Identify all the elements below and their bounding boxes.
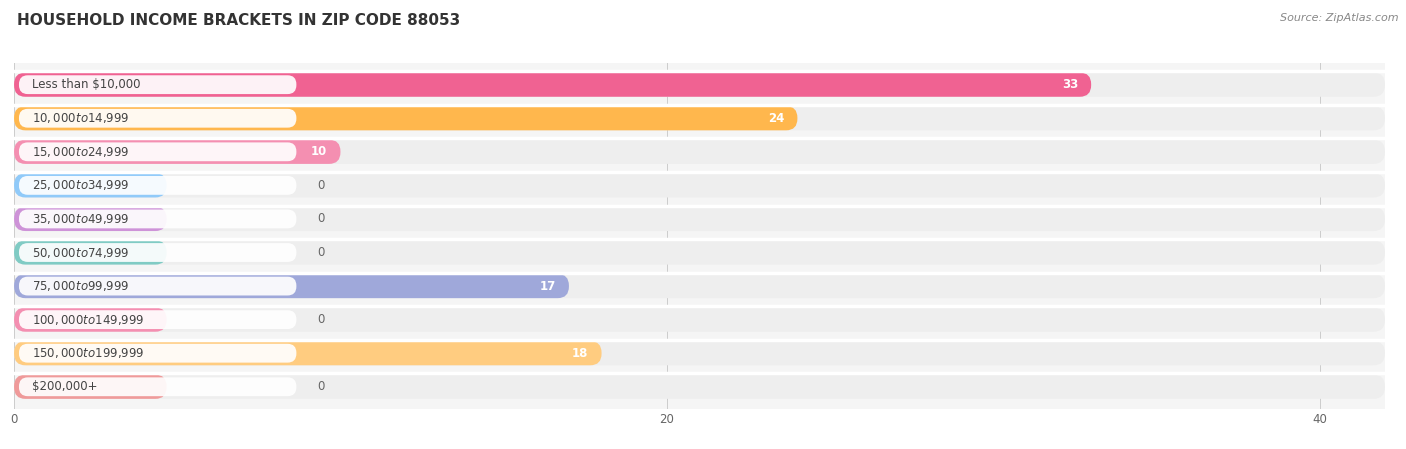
- FancyBboxPatch shape: [14, 240, 1385, 264]
- Text: 0: 0: [318, 212, 325, 225]
- FancyBboxPatch shape: [18, 243, 297, 262]
- Text: 0: 0: [318, 179, 325, 192]
- FancyBboxPatch shape: [14, 140, 1385, 164]
- FancyBboxPatch shape: [14, 308, 1385, 332]
- FancyBboxPatch shape: [14, 274, 1385, 298]
- Text: 18: 18: [572, 347, 589, 360]
- FancyBboxPatch shape: [18, 176, 297, 195]
- Text: $200,000+: $200,000+: [32, 380, 97, 393]
- FancyBboxPatch shape: [18, 142, 297, 161]
- FancyBboxPatch shape: [14, 173, 1385, 198]
- FancyBboxPatch shape: [18, 277, 297, 295]
- FancyBboxPatch shape: [14, 240, 167, 264]
- Text: $50,000 to $74,999: $50,000 to $74,999: [32, 246, 129, 260]
- Text: $15,000 to $24,999: $15,000 to $24,999: [32, 145, 129, 159]
- FancyBboxPatch shape: [14, 73, 1385, 97]
- Text: 0: 0: [318, 246, 325, 259]
- Text: $35,000 to $49,999: $35,000 to $49,999: [32, 212, 129, 226]
- Text: 17: 17: [540, 280, 555, 293]
- Text: $10,000 to $14,999: $10,000 to $14,999: [32, 111, 129, 125]
- FancyBboxPatch shape: [14, 274, 569, 298]
- Text: $75,000 to $99,999: $75,000 to $99,999: [32, 279, 129, 293]
- FancyBboxPatch shape: [14, 341, 602, 365]
- Text: 33: 33: [1062, 78, 1078, 91]
- FancyBboxPatch shape: [18, 344, 297, 363]
- FancyBboxPatch shape: [14, 207, 1385, 231]
- Text: 0: 0: [318, 313, 325, 326]
- FancyBboxPatch shape: [14, 374, 167, 399]
- Text: 10: 10: [311, 145, 328, 158]
- FancyBboxPatch shape: [18, 75, 297, 94]
- Text: $25,000 to $34,999: $25,000 to $34,999: [32, 178, 129, 192]
- FancyBboxPatch shape: [18, 310, 297, 329]
- Text: Less than $10,000: Less than $10,000: [32, 78, 141, 91]
- Text: Source: ZipAtlas.com: Source: ZipAtlas.com: [1281, 13, 1399, 23]
- FancyBboxPatch shape: [14, 173, 167, 198]
- FancyBboxPatch shape: [18, 109, 297, 128]
- FancyBboxPatch shape: [14, 308, 167, 332]
- FancyBboxPatch shape: [18, 377, 297, 396]
- FancyBboxPatch shape: [14, 140, 340, 164]
- FancyBboxPatch shape: [14, 207, 167, 231]
- Text: $150,000 to $199,999: $150,000 to $199,999: [32, 346, 145, 360]
- FancyBboxPatch shape: [18, 210, 297, 229]
- FancyBboxPatch shape: [14, 374, 1385, 399]
- FancyBboxPatch shape: [14, 341, 1385, 365]
- Text: 24: 24: [768, 112, 785, 125]
- Text: 0: 0: [318, 380, 325, 393]
- FancyBboxPatch shape: [14, 106, 797, 130]
- Text: HOUSEHOLD INCOME BRACKETS IN ZIP CODE 88053: HOUSEHOLD INCOME BRACKETS IN ZIP CODE 88…: [17, 13, 460, 28]
- Text: $100,000 to $149,999: $100,000 to $149,999: [32, 313, 145, 326]
- FancyBboxPatch shape: [14, 73, 1091, 97]
- FancyBboxPatch shape: [14, 106, 1385, 130]
